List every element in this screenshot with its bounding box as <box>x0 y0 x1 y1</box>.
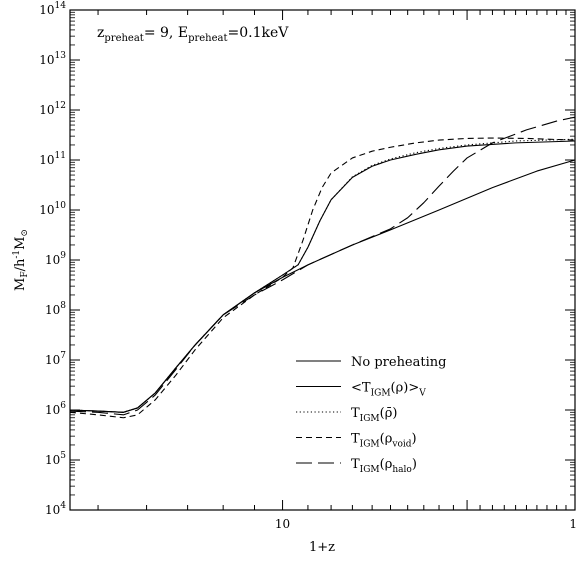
legend-label-no_preheating: No preheating <box>351 355 446 370</box>
axis-ticks: 104 105 106 107 108 109 1010 1011 1012 1013 1014 10… <box>39 1 577 531</box>
series-lines <box>69 116 576 419</box>
y-tick-label: 105 <box>45 451 66 467</box>
legend-label-mean_t: <TIGM(ρ)>V <box>351 381 426 399</box>
y-tick-label: 109 <box>45 251 66 267</box>
y-tick-label: 1012 <box>39 101 66 117</box>
series-line-t_mean_rho <box>69 138 576 413</box>
legend: No preheating <TIGM(ρ)>V TIGM(ρ̄) TIGM(ρvoi… <box>296 355 446 475</box>
y-tick-label: 104 <box>45 501 66 517</box>
y-tick-label: 1013 <box>39 51 66 67</box>
series-line-mean_t <box>69 140 576 413</box>
series-line-t_void <box>69 137 576 419</box>
x-tick-label: 10 <box>275 517 290 531</box>
plot-frame <box>69 9 576 511</box>
y-tick-label: 1014 <box>39 1 66 17</box>
y-tick-label: 106 <box>45 401 66 417</box>
annotation-label: zpreheat= 9, Epreheat=0.1keV <box>97 25 289 44</box>
series-line-no_preheating <box>69 159 576 413</box>
series-line-t_halo <box>69 116 576 416</box>
y-tick-label: 1011 <box>39 151 66 167</box>
x-tick-label: 1 <box>569 517 577 531</box>
y-tick-label: 1010 <box>39 201 66 217</box>
y-axis-label: MF/h-1M⊙ <box>12 229 30 291</box>
legend-label-t_void: TIGM(ρvoid) <box>351 432 417 450</box>
legend-label-t_halo: TIGM(ρhalo) <box>351 457 417 475</box>
y-tick-label: 108 <box>45 301 66 317</box>
y-tick-label: 107 <box>45 351 66 367</box>
legend-label-t_mean_rho: TIGM(ρ̄) <box>351 406 397 424</box>
x-axis-label: 1+z <box>309 540 335 555</box>
